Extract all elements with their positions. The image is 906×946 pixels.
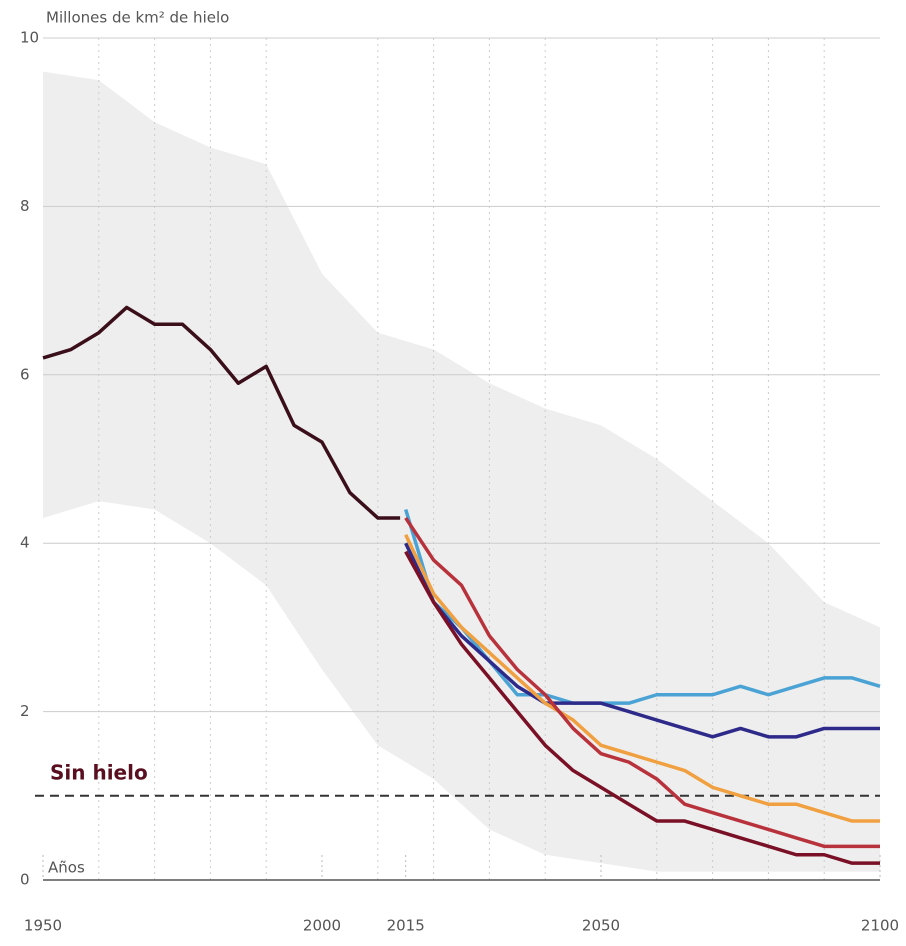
series-line bbox=[42, 305, 401, 520]
y-tick-label: 2 bbox=[20, 702, 30, 720]
series-line bbox=[404, 542, 880, 739]
x-tick-label: 1950 bbox=[24, 917, 62, 935]
y-axis-label: Millones de km² de hielo bbox=[46, 9, 229, 27]
y-tick-label: 6 bbox=[20, 365, 30, 383]
y-tick-label: 8 bbox=[20, 197, 30, 215]
x-tick-label: 2015 bbox=[387, 917, 425, 935]
series-line bbox=[404, 516, 880, 849]
series-line bbox=[404, 550, 880, 865]
x-tick-label: 2050 bbox=[582, 917, 620, 935]
y-tick-label: 0 bbox=[20, 871, 30, 889]
y-tick-label: 10 bbox=[20, 29, 39, 47]
x-tick-label: 2000 bbox=[303, 917, 341, 935]
series-line bbox=[404, 534, 880, 823]
x-tick-label: 2100 bbox=[861, 917, 899, 935]
x-axis-label: Años bbox=[48, 859, 85, 877]
uncertainty-band bbox=[43, 71, 880, 872]
no-ice-label: Sin hielo bbox=[50, 760, 148, 784]
y-tick-label: 4 bbox=[20, 534, 30, 552]
